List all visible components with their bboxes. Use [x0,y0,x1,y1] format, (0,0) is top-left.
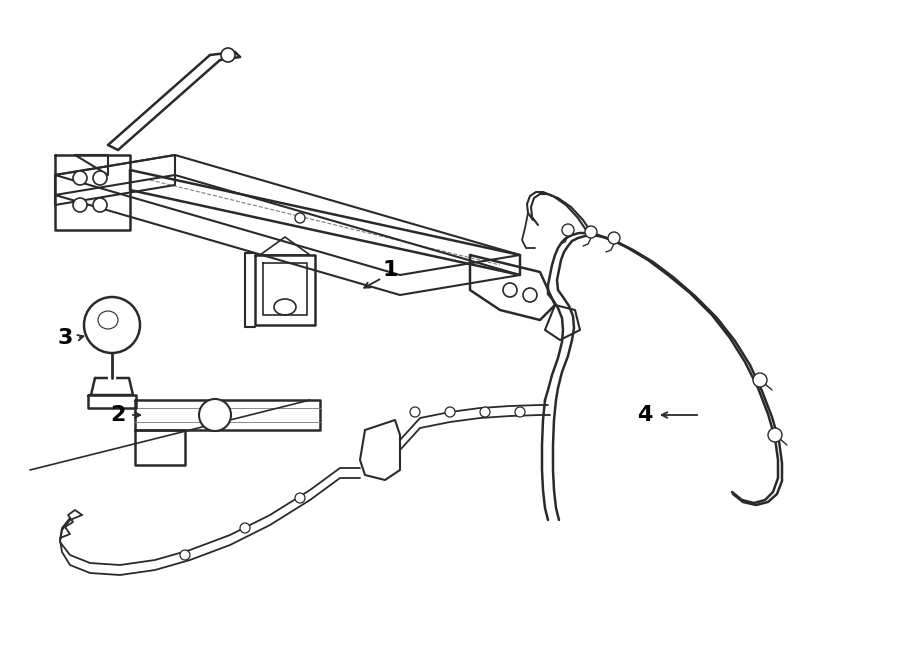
Circle shape [503,283,517,297]
Polygon shape [360,420,400,480]
Polygon shape [545,305,580,340]
Circle shape [295,213,305,223]
Circle shape [410,407,420,417]
Circle shape [523,288,537,302]
Text: 3: 3 [58,328,73,348]
Circle shape [180,550,190,560]
Circle shape [768,428,782,442]
Circle shape [93,198,107,212]
Circle shape [84,297,140,353]
Circle shape [199,399,231,431]
Text: 2: 2 [111,405,126,425]
Circle shape [295,493,305,503]
Circle shape [480,407,490,417]
Circle shape [608,232,620,244]
Text: 1: 1 [382,260,398,280]
Circle shape [73,171,87,185]
Text: 4: 4 [637,405,652,425]
Polygon shape [75,155,108,175]
Polygon shape [88,395,136,408]
Polygon shape [55,175,520,295]
Circle shape [93,171,107,185]
Circle shape [73,198,87,212]
Circle shape [445,407,455,417]
Polygon shape [55,155,130,230]
Polygon shape [470,255,555,320]
Polygon shape [255,255,315,325]
Circle shape [240,523,250,533]
Polygon shape [130,170,520,275]
Polygon shape [260,237,310,255]
Circle shape [585,226,597,238]
Polygon shape [135,430,185,465]
Circle shape [562,224,574,236]
Polygon shape [55,155,520,275]
Circle shape [221,48,235,62]
Circle shape [515,407,525,417]
Polygon shape [135,400,320,430]
Circle shape [753,373,767,387]
Polygon shape [55,155,175,205]
Polygon shape [263,263,307,315]
Polygon shape [91,378,133,395]
